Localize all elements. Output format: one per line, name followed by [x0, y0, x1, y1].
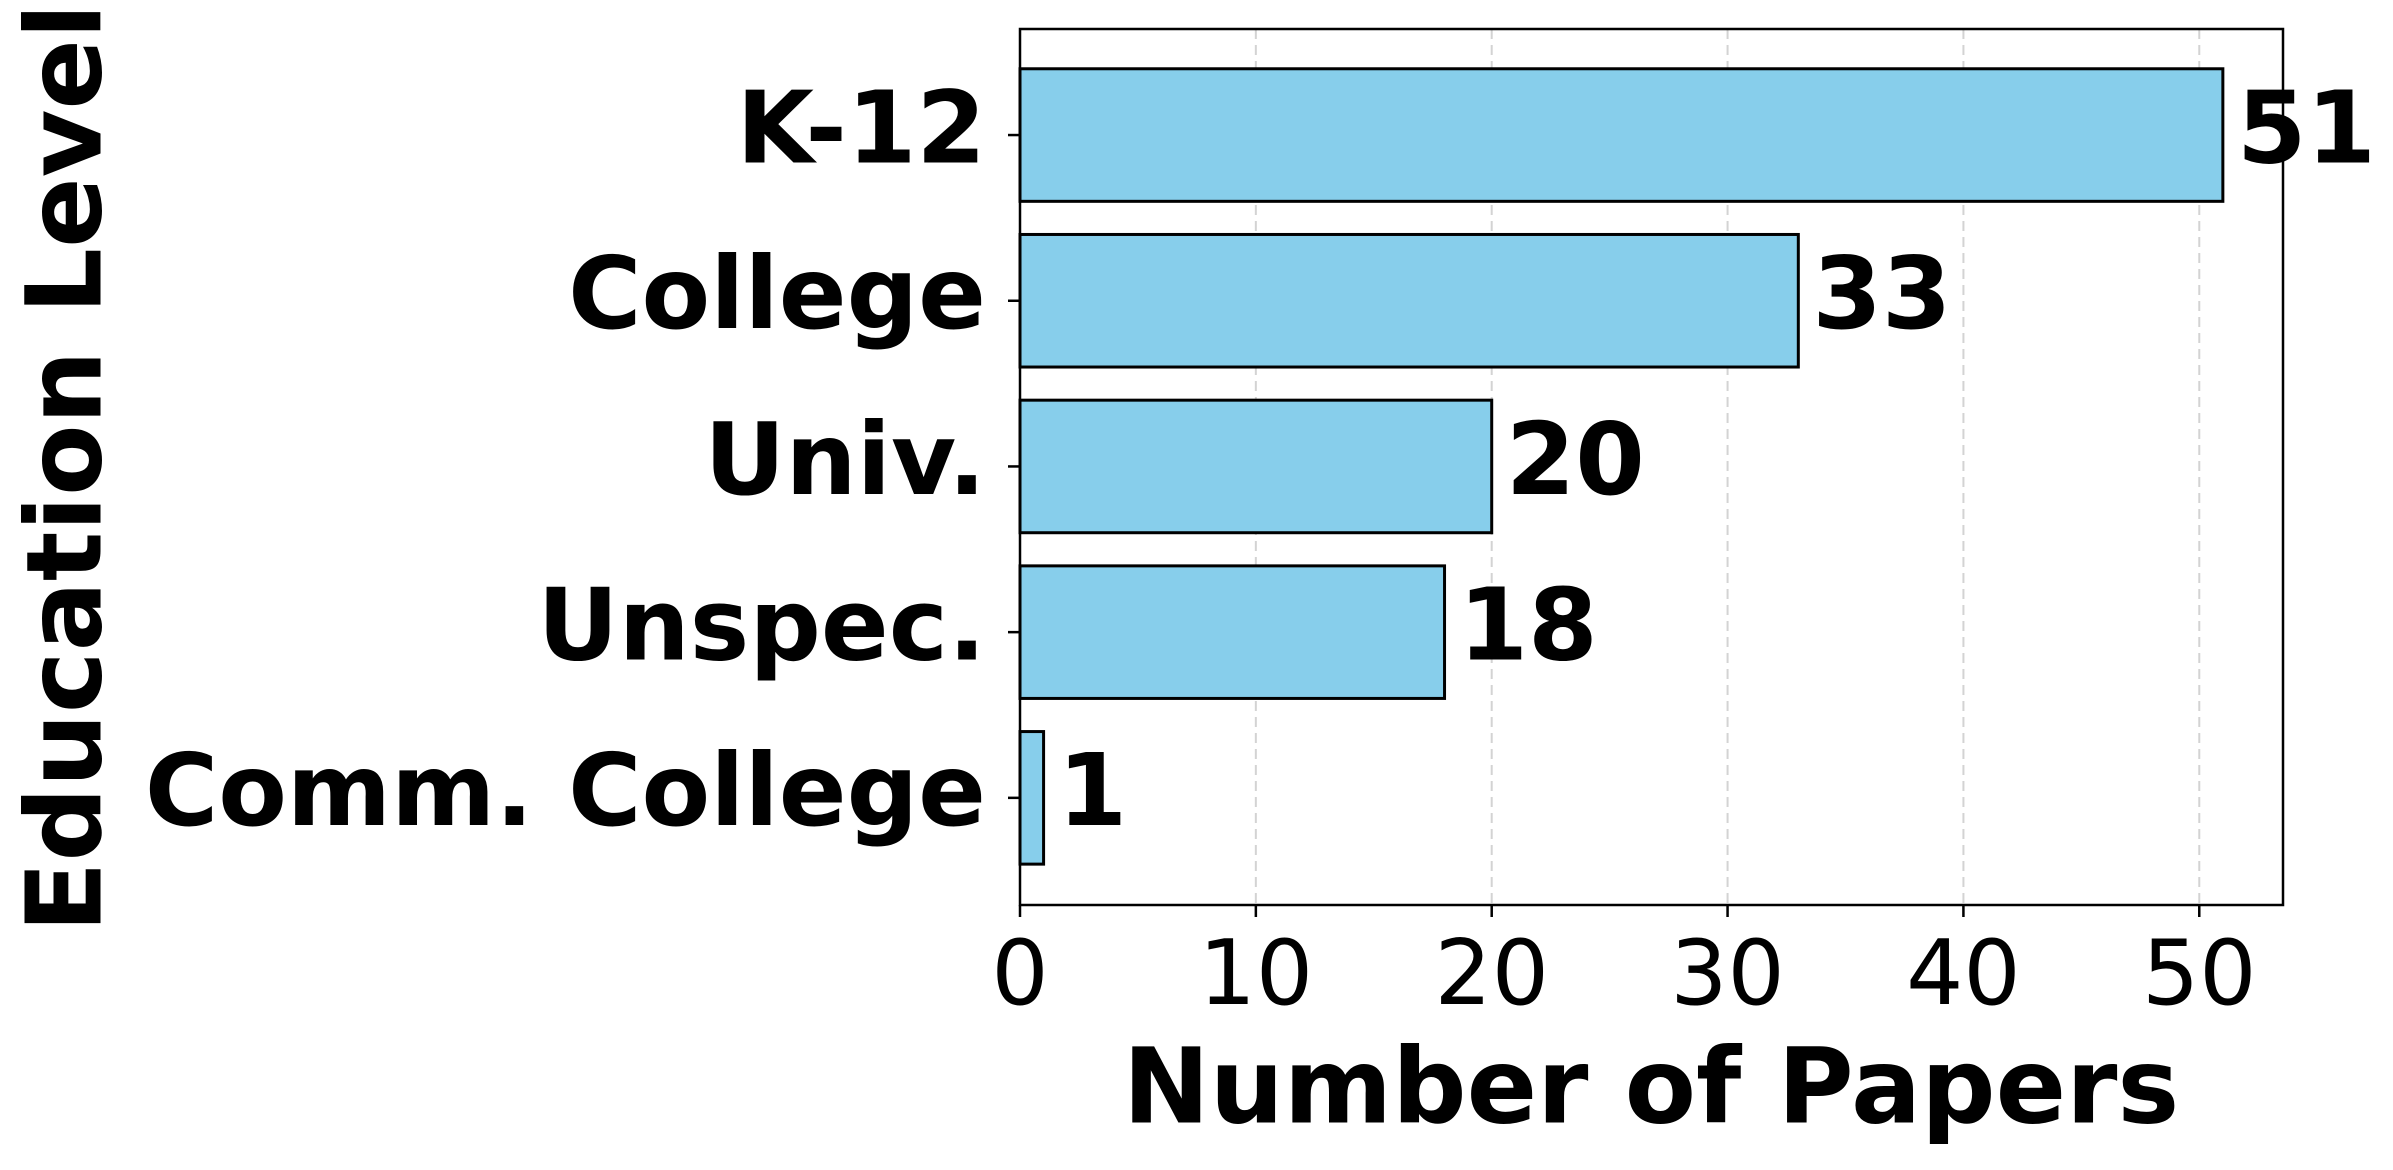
y-tick-label: Unspec.: [537, 566, 986, 683]
x-tick-label: 10: [1199, 921, 1314, 1026]
value-label: 33: [1812, 235, 1951, 352]
plot-frame: [1018, 27, 2285, 907]
value-label: 1: [1058, 732, 1128, 849]
value-label: 18: [1459, 566, 1598, 683]
x-tick-label: 30: [1670, 921, 1785, 1026]
y-tick-label: Univ.: [704, 401, 986, 518]
y-axis-label: Education Level: [3, 3, 125, 932]
value-label: 20: [1506, 401, 1645, 518]
x-tick-label: 40: [1906, 921, 2021, 1026]
x-axis-label: Number of Papers: [1123, 1025, 2180, 1147]
y-tick-label: K-12: [737, 69, 986, 186]
x-tick-label: 0: [991, 921, 1048, 1026]
y-tick-label: College: [568, 235, 986, 352]
x-tick-label: 20: [1434, 921, 1549, 1026]
value-label: 51: [2237, 69, 2376, 186]
bar: [1018, 564, 1447, 700]
bar: [1018, 232, 1800, 369]
bar: [1018, 730, 1046, 866]
bar: [1018, 398, 1494, 535]
x-tick-label: 50: [2142, 921, 2257, 1026]
y-tick-label: Comm. College: [145, 732, 986, 849]
bar: [1018, 67, 2225, 203]
